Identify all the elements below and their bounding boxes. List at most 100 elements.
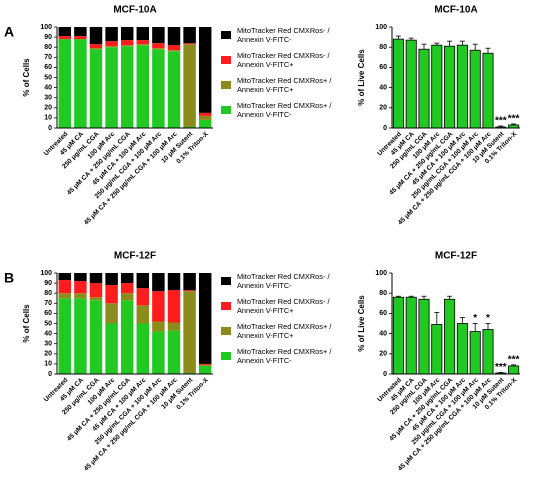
bar-segment [183, 372, 196, 374]
bar-segment [105, 41, 118, 47]
error-bar [459, 317, 465, 324]
error-bar [408, 37, 414, 41]
bar-segment [183, 43, 196, 45]
bar-segment [198, 27, 212, 113]
bar-segment [198, 365, 212, 374]
bar-segment [136, 44, 150, 46]
bar [405, 296, 417, 375]
panel-label: B [4, 270, 14, 286]
bar-segment [152, 48, 165, 50]
y-tick-label: 80 [379, 290, 387, 297]
bar [456, 323, 468, 375]
error-bar [434, 42, 440, 46]
bar-segment [198, 112, 212, 116]
bar [418, 298, 430, 375]
y-tick-label: 0 [48, 125, 52, 132]
bar-segment [74, 298, 87, 374]
bar-segment [74, 36, 87, 40]
bar-segment [74, 39, 87, 129]
panel-label: A [4, 24, 14, 40]
error-bar [459, 40, 465, 46]
bar-segment [136, 27, 150, 41]
bar [392, 38, 404, 129]
bar-segment [198, 119, 212, 128]
significance: *** [495, 362, 507, 373]
bar-segment [152, 331, 165, 374]
y-tick-label: 0 [383, 125, 387, 132]
bar-segment [58, 273, 72, 281]
bar-segment [105, 46, 118, 48]
legend-label: MitoTracker Red CMXRos+ / Annexin V-FITC- [237, 347, 332, 365]
legend-label: MitoTracker Red CMXRos- / Annexin V-FITC- [237, 272, 330, 290]
error-bar [447, 295, 453, 300]
bar-segment [152, 43, 165, 49]
y-tick-label: 0 [48, 371, 52, 378]
y-axis-label: % of Cells [22, 58, 31, 97]
bar [508, 365, 520, 375]
bar [444, 298, 456, 375]
y-tick-label: 80 [379, 44, 387, 51]
bar-segment [120, 45, 134, 47]
bar-segment [58, 280, 72, 294]
bar-segment [105, 285, 118, 304]
bar-segment [198, 273, 212, 364]
bar-segment [183, 27, 196, 44]
y-tick-label: 20 [379, 351, 387, 358]
bar-segment [136, 40, 150, 45]
error-bar [408, 295, 414, 298]
y-tick-label: 10 [44, 115, 52, 122]
error-bar [498, 372, 504, 373]
legend-label: MitoTracker Red CMXRos+ / Annexin V-FITC- [237, 101, 332, 119]
bar [469, 49, 481, 129]
bar [405, 39, 417, 129]
y-tick-label: 0 [383, 371, 387, 378]
chart-title: MCF-10A [434, 5, 477, 16]
y-tick-label: 80 [44, 44, 52, 51]
error-bar [395, 35, 401, 40]
bar-segment [74, 27, 87, 37]
bar [482, 329, 494, 375]
bar-segment [120, 300, 134, 374]
chart-title: MCF-12F [435, 251, 477, 262]
bar-segment [167, 290, 181, 323]
significance: *** [508, 114, 520, 125]
bar-segment [89, 27, 103, 45]
bar-segment [58, 27, 72, 37]
bar-segment [183, 291, 196, 373]
bar-segment [183, 44, 196, 127]
legend-swatch [221, 277, 231, 285]
bar-segment [74, 273, 87, 282]
y-tick-label: 30 [44, 341, 52, 348]
chart-title: MCF-10A [113, 5, 156, 16]
bar-segment [89, 300, 103, 374]
legend-swatch [221, 81, 231, 89]
bar-segment [74, 293, 87, 299]
error-bar [511, 123, 517, 125]
y-tick-label: 90 [44, 34, 52, 41]
legend-label: MitoTracker Red CMXRos+ / Annexin V-FITC+ [237, 76, 332, 94]
error-bar [421, 295, 427, 300]
bar-segment [198, 115, 212, 120]
y-tick-label: 30 [44, 95, 52, 102]
y-tick-label: 60 [44, 310, 52, 317]
bar-segment [136, 323, 150, 374]
legend-swatch [221, 352, 231, 360]
y-tick-label: 60 [44, 64, 52, 71]
bar-segment [167, 322, 181, 331]
y-tick-label: 70 [44, 300, 52, 307]
bar-segment [58, 298, 72, 374]
significance: *** [495, 116, 507, 127]
bar-segment [152, 27, 165, 44]
legend-label: MitoTracker Red CMXRos- / Annexin V-FITC- [237, 26, 330, 44]
bar-segment [74, 281, 87, 294]
bar-segment [120, 273, 134, 284]
legend-swatch [221, 327, 231, 335]
legend-swatch [221, 31, 231, 39]
legend-swatch [221, 106, 231, 114]
bar-segment [120, 283, 134, 294]
significance: * [486, 313, 490, 324]
y-tick-label: 50 [44, 320, 52, 327]
y-axis-label: % of Cells [22, 304, 31, 343]
y-axis-label: % of Live Cells [357, 49, 366, 106]
